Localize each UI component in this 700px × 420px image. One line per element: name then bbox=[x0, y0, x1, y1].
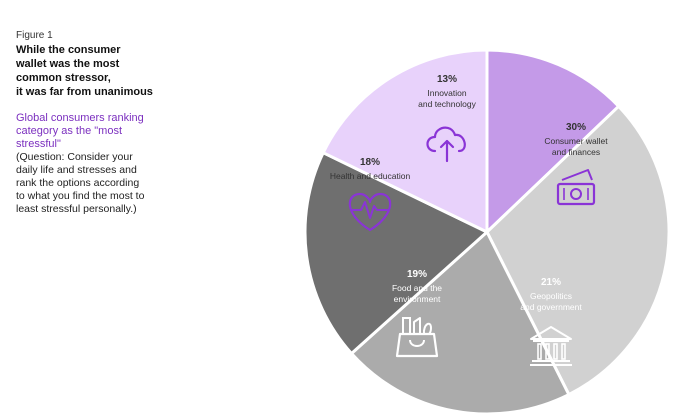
slice-labels: 13% Innovation and technology 30% Consumer w… bbox=[330, 74, 608, 312]
heart-pulse-icon bbox=[348, 192, 392, 232]
cloud-upload-icon bbox=[426, 126, 466, 163]
survey-question: (Question: Consider your daily life and … bbox=[16, 151, 145, 215]
pie-slices bbox=[303, 48, 671, 416]
figure-label: Figure 1 bbox=[16, 30, 53, 41]
slice-label-consumer: Consumer wallet and finances bbox=[544, 136, 608, 157]
figure-caption-panel: Figure 1 While the consumer wallet was t… bbox=[16, 30, 216, 216]
grocery-bag-icon bbox=[395, 317, 439, 358]
money-icon bbox=[556, 169, 596, 206]
slice-icons bbox=[348, 126, 596, 366]
slice-label-health: Health and education bbox=[330, 171, 411, 181]
slice-percent-health: 18% bbox=[360, 157, 380, 168]
slice-percent-geopolitics: 21% bbox=[541, 277, 561, 288]
slice-percent-innovation: 13% bbox=[437, 74, 457, 85]
pie-slice-geopolitics bbox=[349, 230, 571, 416]
pie-slice-consumer bbox=[485, 104, 671, 397]
figure-title: While the consumer wallet was the most c… bbox=[16, 44, 153, 98]
slice-percent-food: 19% bbox=[407, 269, 427, 280]
slice-label-food: Food and the environment bbox=[392, 283, 442, 304]
slice-label-innovation: Innovation and technology bbox=[418, 88, 476, 109]
pie-slice-innovation bbox=[485, 48, 621, 234]
slice-percent-consumer: 30% bbox=[566, 122, 586, 133]
government-building-icon bbox=[530, 326, 572, 366]
pie-slice-health bbox=[321, 48, 489, 234]
slice-label-geopolitics: Geopolitics and government bbox=[520, 291, 582, 312]
figure-subtitle: Global consumers ranking category as the… bbox=[16, 112, 144, 150]
